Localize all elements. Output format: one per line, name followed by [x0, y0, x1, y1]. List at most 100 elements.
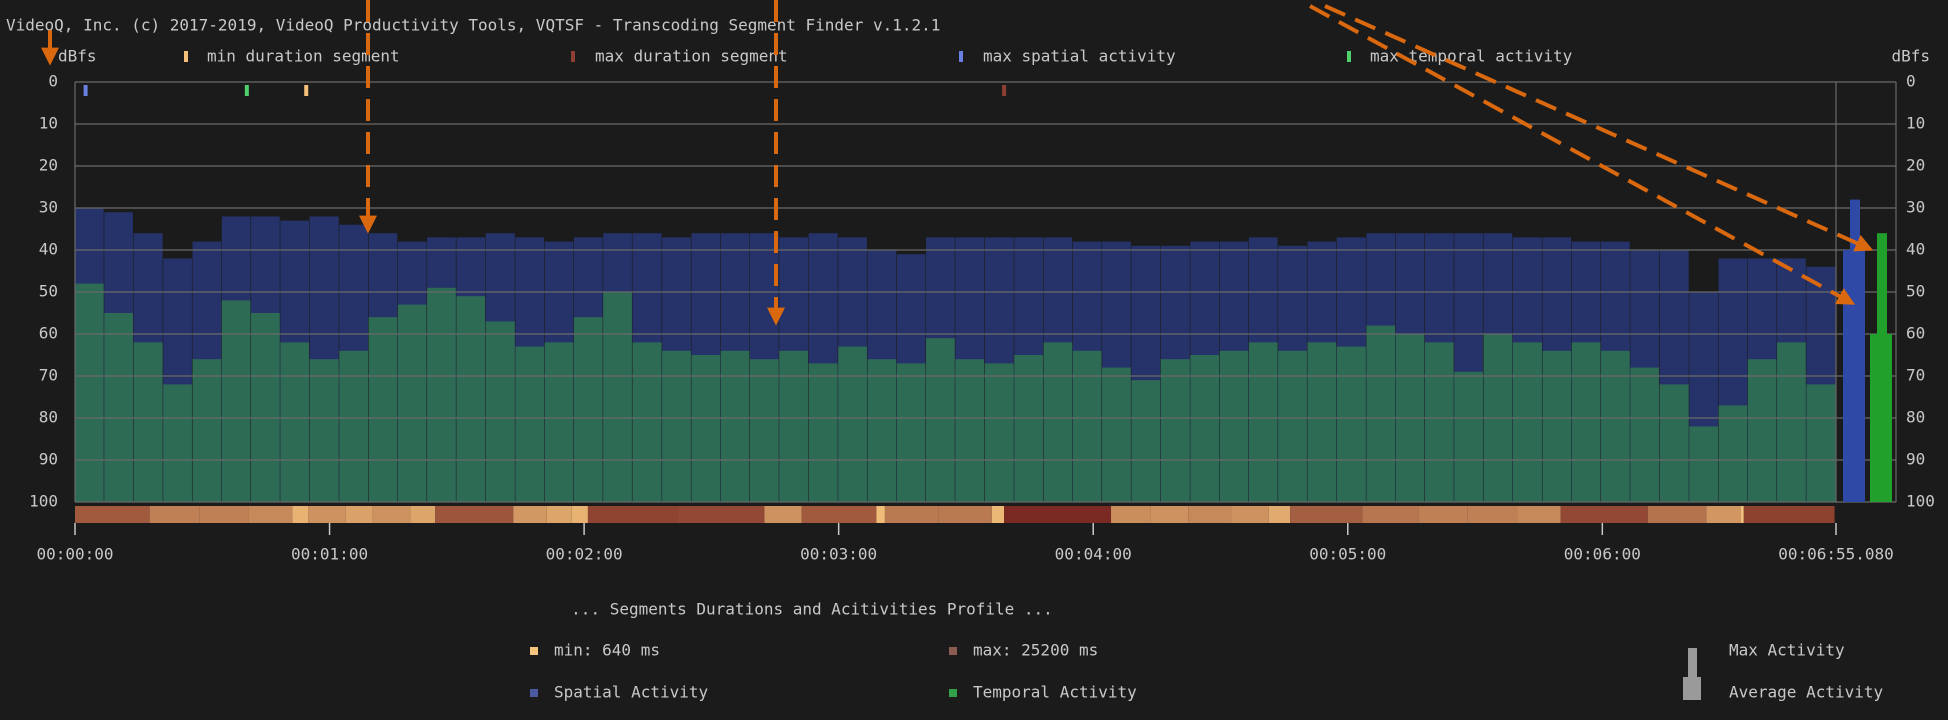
y-tick-label: 40: [1906, 240, 1925, 259]
y-tick-label: 30: [39, 198, 58, 217]
segment: [1560, 506, 1648, 523]
segment: [991, 506, 1005, 523]
marker: [1002, 85, 1007, 96]
segment: [677, 506, 765, 523]
bar: [1336, 346, 1366, 502]
x-tick-label: 00:05:00: [1309, 545, 1386, 564]
bar: [779, 350, 808, 502]
y-tick-label: 0: [1906, 72, 1916, 91]
bar: [1014, 355, 1043, 502]
y-axis-label: dBfs: [58, 47, 97, 66]
segment: [587, 506, 678, 523]
bar: [515, 346, 545, 502]
bar: [896, 363, 926, 502]
segment: [75, 506, 150, 523]
y-tick-label: 60: [1906, 324, 1925, 343]
segment: [1290, 506, 1363, 523]
bar: [1689, 426, 1718, 502]
bar: [1366, 325, 1396, 502]
y-axis-label: dBfs: [1891, 47, 1930, 66]
annotation-arrows: [41, 0, 1874, 326]
title: VideoQ, Inc. (c) 2017-2019, VideoQ Produ…: [6, 16, 940, 35]
segment: [1004, 506, 1112, 523]
bar: [280, 342, 310, 502]
legend-label: max duration segment: [595, 47, 788, 66]
segment: [1517, 506, 1561, 523]
segment: [938, 506, 992, 523]
y-tick-label: 90: [1906, 450, 1925, 469]
y-tick-label: 90: [39, 450, 58, 469]
bar: [456, 296, 486, 502]
bar: [1278, 350, 1307, 502]
legend-label: Max Activity: [1729, 641, 1845, 660]
bar: [1160, 359, 1190, 502]
segment: [410, 506, 436, 523]
legend-swatch: [949, 689, 957, 697]
segment: [1362, 506, 1419, 523]
legend-label: max: 25200 ms: [973, 641, 1098, 660]
legend-swatch: [949, 647, 957, 655]
bar: [1718, 405, 1748, 502]
bar: [163, 384, 192, 502]
bar: [603, 292, 632, 502]
segment: [513, 506, 547, 523]
bar: [1307, 342, 1337, 502]
segment: [372, 506, 411, 523]
x-tick-label: 00:00:00: [36, 545, 113, 564]
y-tick-label: 50: [1906, 282, 1925, 301]
bar: [192, 359, 222, 502]
segment: [1741, 506, 1744, 523]
y-tick-label: 20: [1906, 156, 1925, 175]
marker: [83, 85, 88, 96]
y-tick-label: 30: [1906, 198, 1925, 217]
bar: [867, 359, 897, 502]
segment: [571, 506, 588, 523]
y-tick-label: 0: [48, 72, 58, 91]
bar: [1659, 384, 1689, 502]
segment: [1231, 506, 1269, 523]
legend-icon: [1683, 677, 1701, 700]
legend-label: Spatial Activity: [554, 683, 708, 702]
legend-label: max spatial activity: [983, 47, 1176, 66]
arrow: [1324, 4, 1874, 252]
legend-swatch: [571, 51, 575, 62]
legend-label: max temporal activity: [1370, 47, 1573, 66]
legend-label: min duration segment: [207, 47, 400, 66]
segment: [1706, 506, 1742, 523]
bar: [808, 363, 838, 502]
bar: [1190, 355, 1220, 502]
marker: [304, 85, 309, 96]
bar: [1219, 350, 1249, 502]
segment: [876, 506, 885, 523]
bar: [1043, 342, 1073, 502]
legend-label: Temporal Activity: [973, 683, 1137, 702]
bar: [838, 346, 867, 502]
legend-swatch: [959, 51, 963, 62]
y-tick-label: 100: [1906, 492, 1935, 511]
legend-swatch: [530, 647, 538, 655]
segment: [435, 506, 514, 523]
bar: [1630, 367, 1659, 502]
bar: [1806, 384, 1836, 502]
y-tick-label: 70: [1906, 366, 1925, 385]
segment: [1647, 506, 1707, 523]
bar: [368, 317, 398, 502]
legend-label: min: 640 ms: [554, 641, 660, 660]
bar: [955, 359, 985, 502]
segment: [1268, 506, 1291, 523]
bar: [544, 342, 574, 502]
y-tick-label: 20: [39, 156, 58, 175]
y-tick-label: 80: [39, 408, 58, 427]
bar: [1601, 350, 1630, 502]
bar: [485, 321, 515, 502]
x-tick-label: 00:04:00: [1055, 545, 1132, 564]
segment: [199, 506, 249, 523]
y-tick-label: 80: [1906, 408, 1925, 427]
legend-swatch: [184, 51, 188, 62]
segment: [801, 506, 877, 523]
x-tick-label: 00:06:55.080: [1778, 545, 1894, 564]
segment: [1150, 506, 1189, 523]
bar: [251, 313, 280, 502]
segment: [292, 506, 309, 523]
